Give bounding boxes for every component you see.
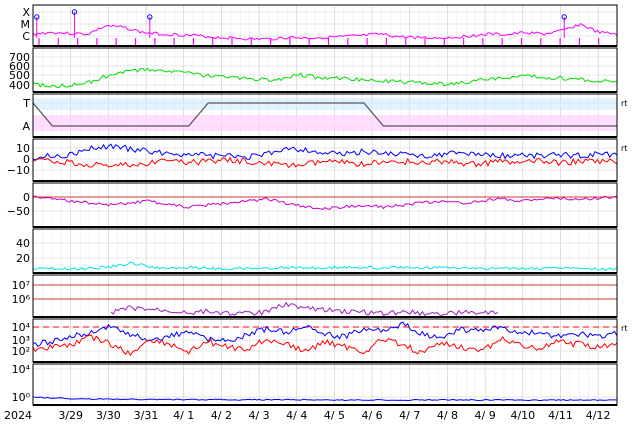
y-tick-label: A (22, 120, 30, 133)
panel-right-label: rt (621, 324, 627, 333)
x-tick-label: 4/ 4 (286, 409, 307, 422)
y-tick-label: 10⁴ (12, 363, 31, 376)
x-tick-label: 3/29 (58, 409, 83, 422)
away-band (33, 115, 617, 131)
y-tick-label: 10 (16, 142, 30, 155)
x-tick-label: 3/31 (134, 409, 159, 422)
y-tick-label: 10⁴ (12, 321, 31, 334)
series-layer (32, 9, 618, 402)
x-tick-label: 4/10 (510, 409, 535, 422)
x-tick-label: 4/ 3 (248, 409, 269, 422)
x-tick-label: 4/ 8 (437, 409, 458, 422)
y-tick-label: 20 (16, 252, 30, 265)
panel-right-label: rt (621, 144, 627, 153)
x-tick-label: 4/ 7 (399, 409, 420, 422)
flare-event-marker (71, 9, 78, 15)
series-line (32, 67, 618, 89)
x-tick-label: 4/ 6 (361, 409, 382, 422)
series-line (32, 261, 618, 271)
x-tick-label: 4/11 (548, 409, 573, 422)
flare-event-marker (147, 14, 153, 20)
y-tick-label: 400 (9, 79, 30, 92)
y-tick-label: −10 (7, 164, 30, 177)
flare-event-marker (561, 14, 567, 20)
labels-layer: 3/29 3/30 3/31 4/ 1 4/ 2 4/ 3 4/ 4 4/ 5 4/ 6 4/ 7… (7, 6, 628, 422)
y-tick-label: T (22, 97, 30, 110)
y-tick-label: X (22, 6, 30, 19)
y-tick-label: 10² (12, 345, 30, 358)
y-tick-label: 10⁶ (12, 293, 31, 306)
y-tick-label: −50 (7, 205, 30, 218)
panel-frames (32, 4, 618, 406)
y-tick-label: 0 (23, 153, 30, 166)
y-tick-label: 10⁷ (12, 279, 30, 292)
toward-band (33, 98, 617, 110)
sector-line (32, 102, 617, 127)
y-tick-label: 600 (9, 60, 30, 73)
y-tick-label: 500 (9, 69, 30, 82)
grid (33, 5, 617, 405)
year-label: 2024 (4, 409, 32, 422)
y-tick-label: 0 (23, 191, 30, 204)
series-line (32, 195, 618, 210)
x-tick-label: 3/30 (96, 409, 121, 422)
y-tick-label: 700 (9, 51, 30, 64)
series-line (32, 156, 618, 169)
series-line (32, 334, 618, 357)
y-tick-label: M (21, 18, 31, 31)
series-line (32, 396, 618, 402)
series-line (32, 321, 618, 348)
x-tick-label: 4/ 9 (475, 409, 496, 422)
flare-event-marker (34, 14, 40, 20)
x-tick-label: 4/ 5 (324, 409, 345, 422)
panel-right-label: rt (621, 99, 627, 108)
y-tick-label: C (22, 30, 30, 43)
x-tick-label: 4/ 2 (211, 409, 232, 422)
series-line (32, 22, 618, 41)
y-tick-label: 40 (16, 237, 30, 250)
series-line (110, 301, 499, 317)
x-tick-label: 4/ 1 (173, 409, 194, 422)
x-tick-label: 4/12 (586, 409, 611, 422)
y-tick-label: 10³ (12, 334, 30, 347)
series-line (32, 143, 618, 161)
y-tick-label: 10⁰ (12, 391, 31, 404)
